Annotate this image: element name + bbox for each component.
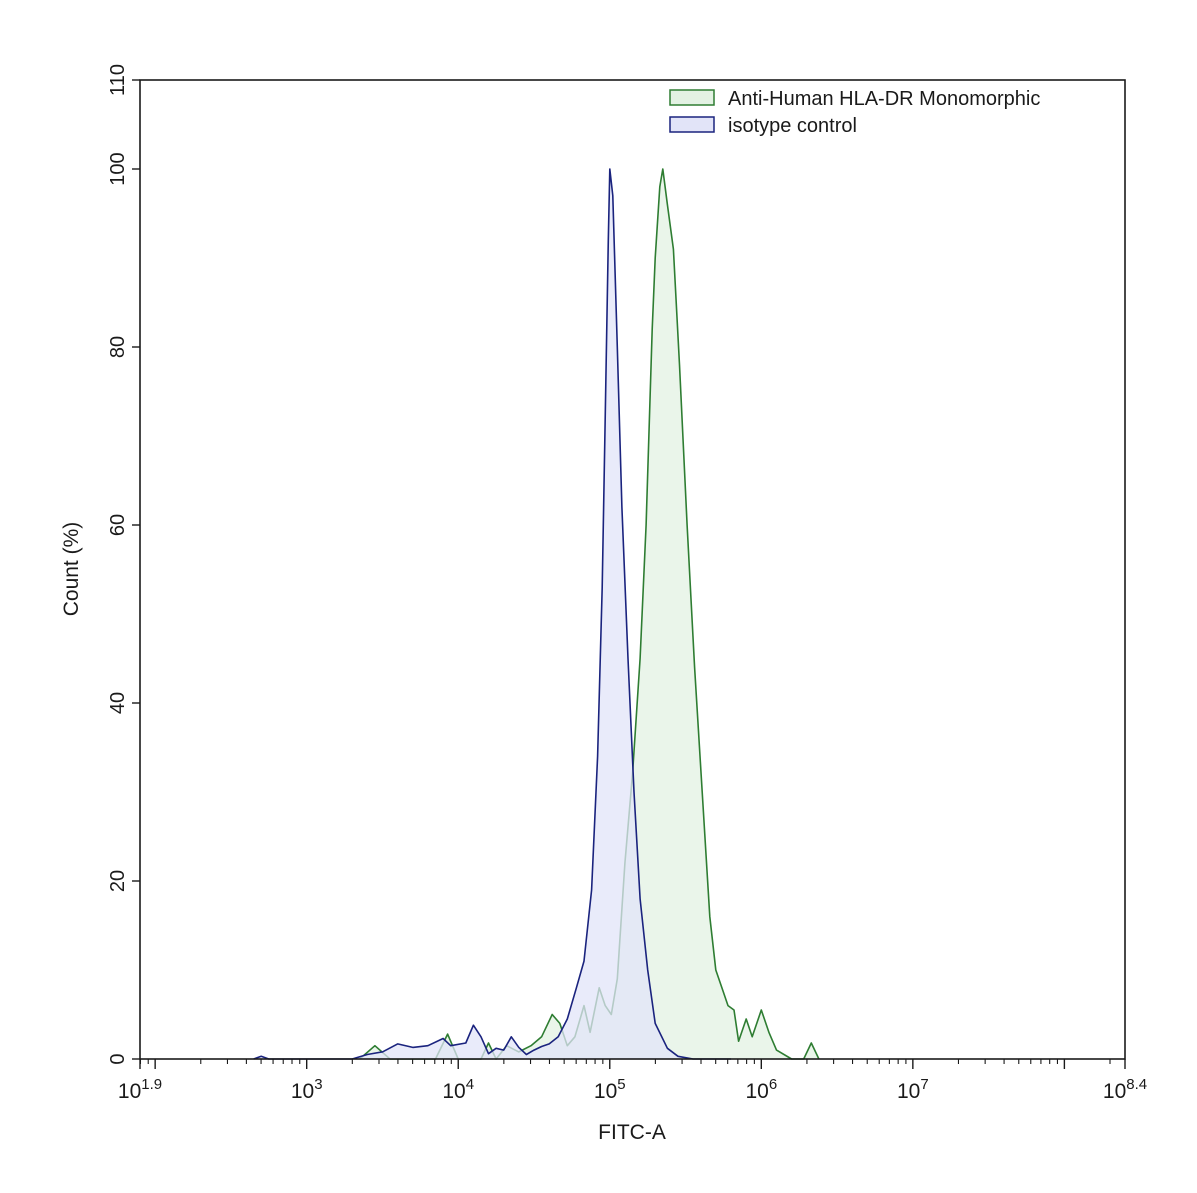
legend-label: Anti-Human HLA-DR Monomorphic [728,88,1040,110]
y-tick-label: 100 [107,152,129,185]
legend-swatch [669,89,715,106]
y-tick-label: 20 [107,870,129,892]
x-tick-label: 103 [291,1076,323,1103]
y-axis: 0 20 40 60 80 100 110 [107,64,140,1065]
plot-frame [139,79,1126,1060]
plot-series-layer [253,168,820,1060]
legend-swatch [669,116,715,133]
legend-label: isotype control [728,115,857,137]
x-axis: 101.9 103 104 105 106 107 108.4 [118,1059,1147,1103]
x-tick-label: 105 [594,1076,626,1103]
x-axis-label: FITC-A [598,1121,666,1144]
legend: Anti-Human HLA-DR Monomorphic isotype con… [669,88,1040,137]
x-tick-label: 104 [442,1076,474,1103]
y-tick-label: 60 [107,514,129,536]
y-axis-label: Count (%) [60,522,83,617]
x-tick-label: 101.9 [118,1076,162,1103]
series-area-1 [253,169,731,1059]
y-tick-label: 0 [107,1053,129,1064]
x-tick-label: 108.4 [1103,1076,1147,1103]
y-tick-label: 110 [107,64,129,96]
y-tick-label: 40 [107,692,129,714]
x-tick-label: 107 [897,1076,929,1103]
x-tick-label: 106 [745,1076,777,1103]
series-area-0 [359,169,819,1059]
series-line-1 [253,168,731,1060]
y-tick-label: 80 [107,336,129,358]
